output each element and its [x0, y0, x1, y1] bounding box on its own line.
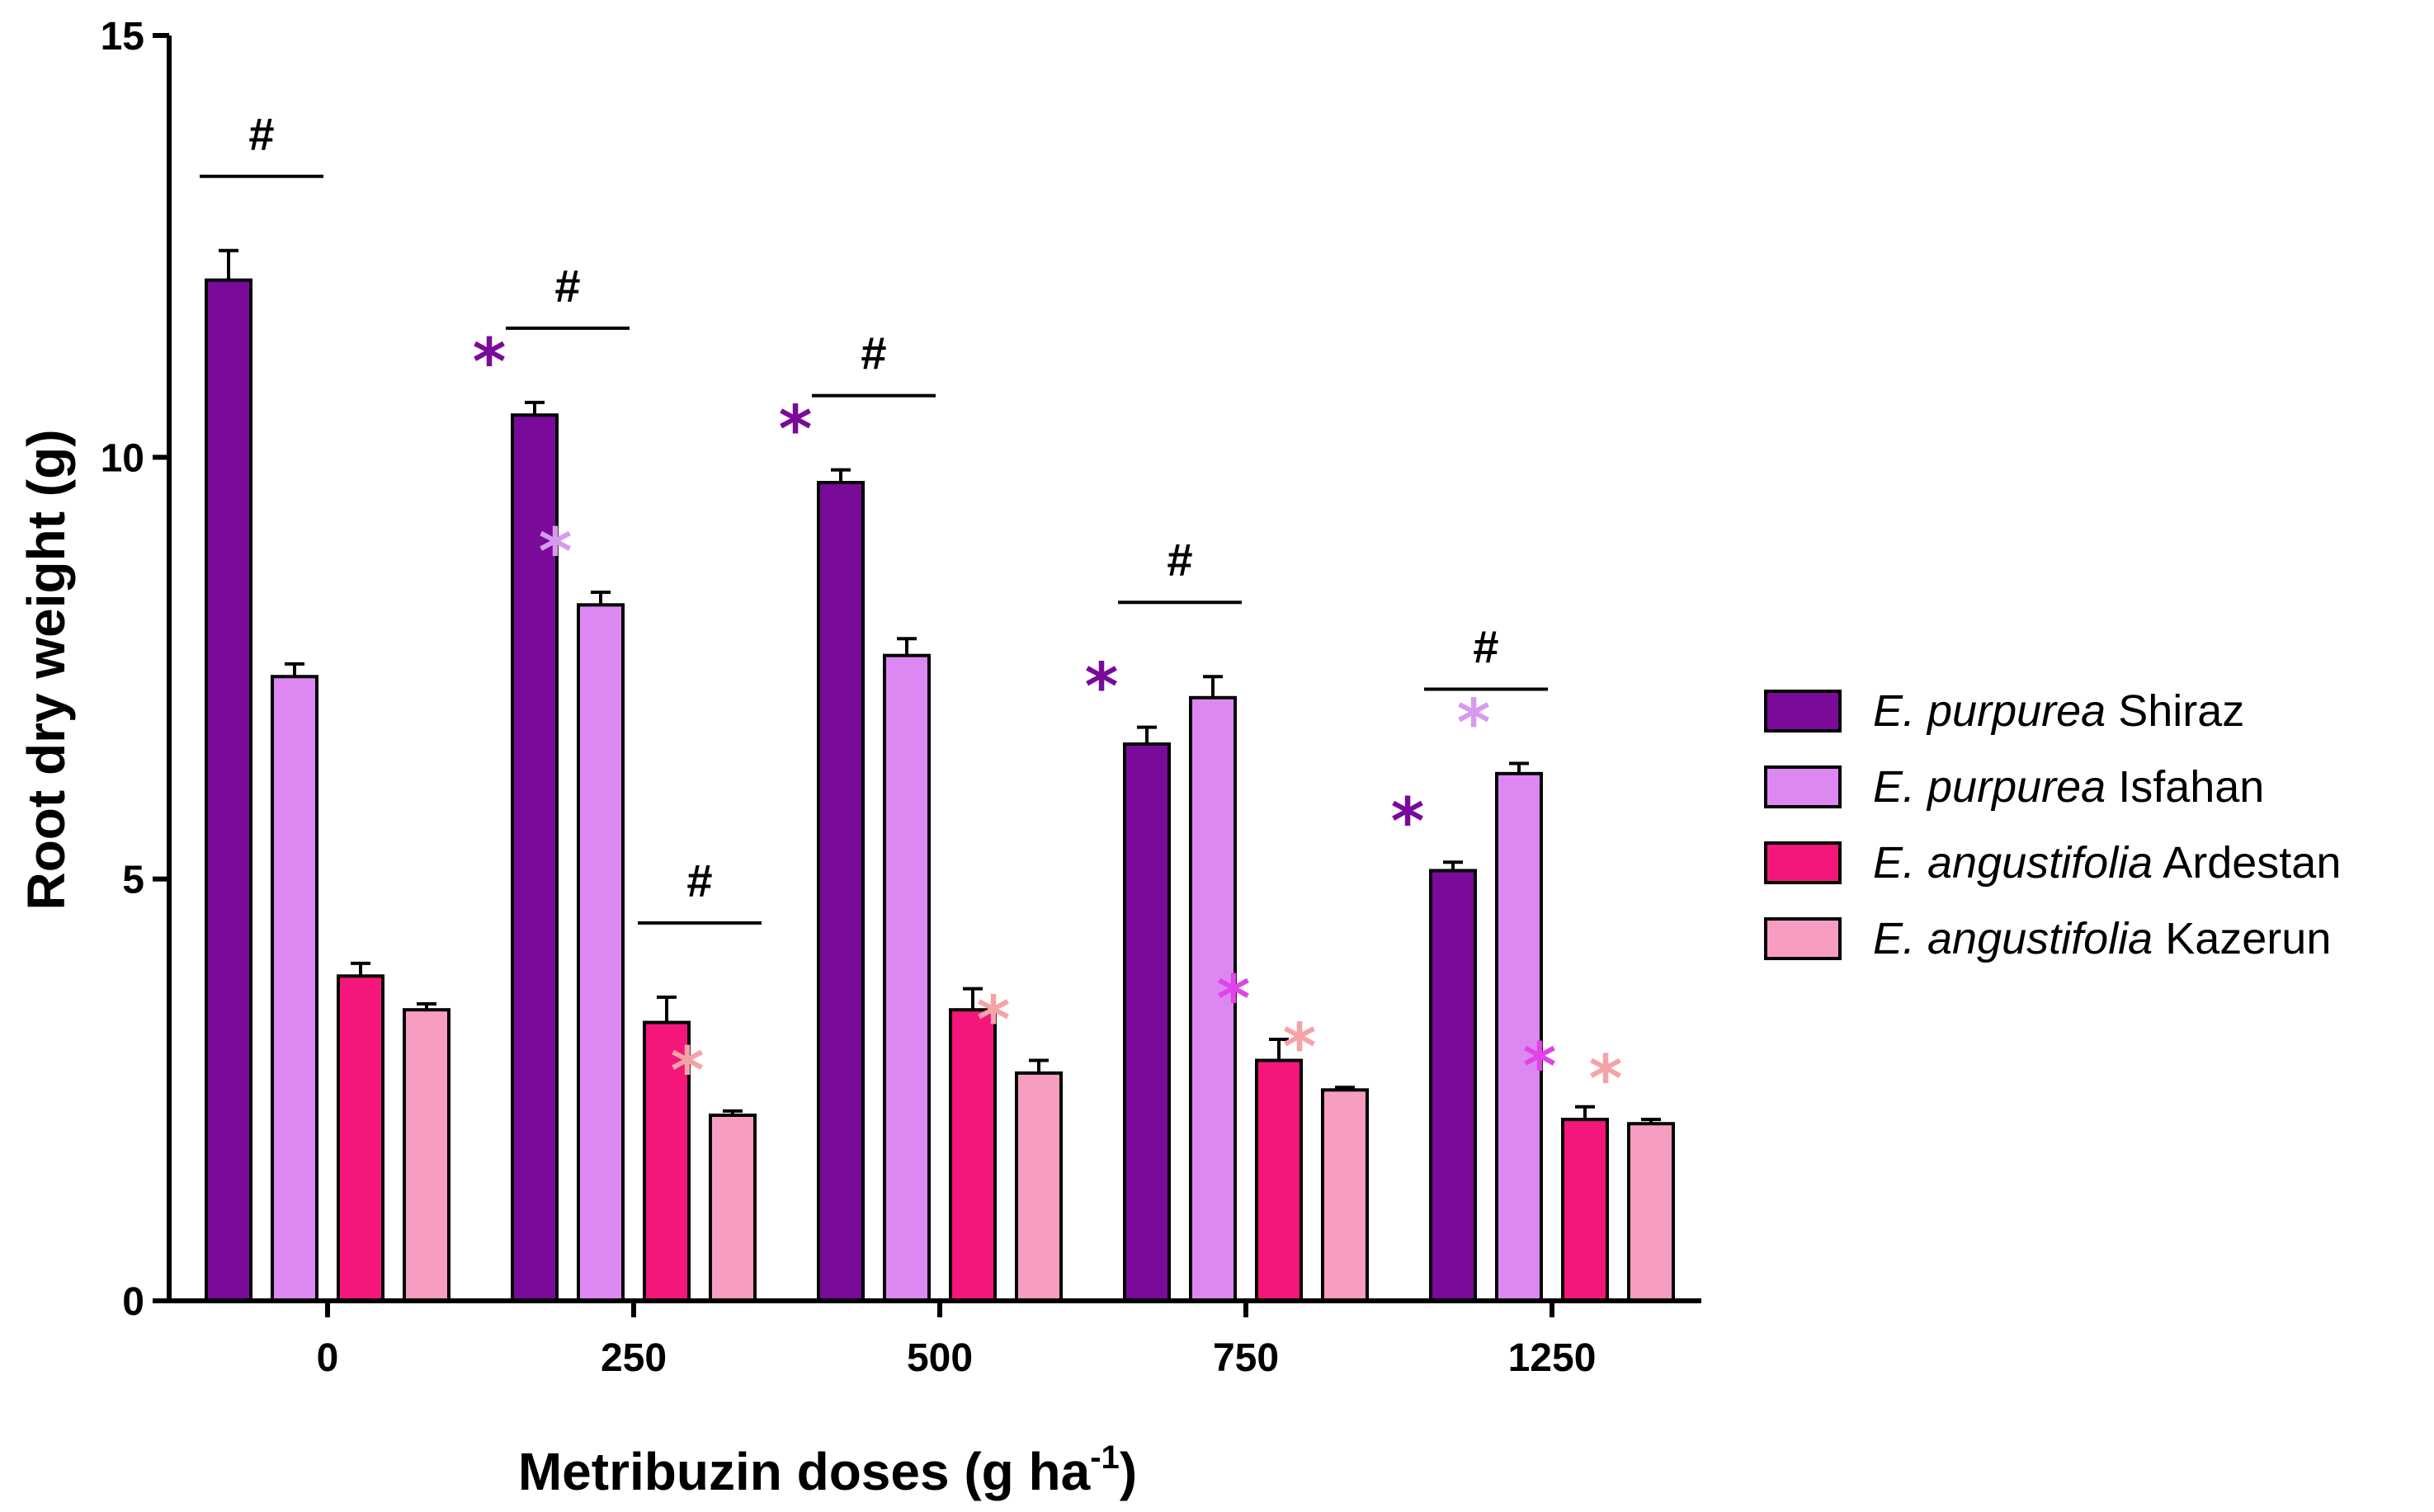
significance-hash: # — [248, 108, 274, 160]
legend-swatch — [1764, 690, 1842, 732]
bar — [1429, 869, 1477, 1302]
x-tick-label: 750 — [1213, 1336, 1279, 1380]
significance-star: * — [1085, 651, 1119, 725]
bar — [1321, 1088, 1369, 1303]
significance-hash: # — [1473, 621, 1498, 673]
significance-star: * — [1457, 687, 1491, 761]
significance-star: * — [671, 1034, 705, 1109]
bar — [1495, 771, 1543, 1302]
bar — [643, 1020, 691, 1303]
significance-star: * — [1283, 1010, 1317, 1085]
y-axis-ticks: 0 5 10 15 — [101, 15, 169, 1324]
x-tick-label: 0 — [317, 1336, 339, 1380]
significance-star: * — [473, 326, 507, 400]
x-axis-title-suffix: ) — [1120, 1442, 1137, 1501]
bars-layer — [205, 248, 1675, 1303]
bar — [271, 675, 318, 1302]
significance-hash: # — [861, 327, 886, 379]
legend-label-species: E. angustifolia — [1873, 838, 2153, 888]
x-axis-title-main: Metribuzin doses (g ha — [518, 1442, 1091, 1501]
significance-star: * — [977, 984, 1011, 1058]
bar — [577, 603, 625, 1302]
legend-label-location: Isfahan — [2106, 762, 2264, 812]
significance-hash: # — [1167, 534, 1192, 586]
bar — [949, 1008, 997, 1303]
x-tick-label: 250 — [601, 1336, 667, 1380]
significance-hash: # — [554, 260, 580, 312]
bar — [1561, 1118, 1609, 1303]
x-axis-ticks: 0 250 500 750 1250 — [317, 1301, 1597, 1380]
legend-label-species: E. angustifolia — [1873, 914, 2153, 963]
bar — [817, 481, 865, 1302]
significance-hash: # — [686, 855, 712, 907]
bar — [883, 653, 931, 1302]
bar — [709, 1114, 757, 1302]
x-tick-label: 1250 — [1508, 1336, 1597, 1380]
bar — [1627, 1122, 1675, 1302]
x-axis-title: Metribuzin doses (g ha-1) — [518, 1439, 1137, 1501]
legend-label-location: Ardestan — [2153, 838, 2341, 888]
significance-star: * — [1589, 1043, 1623, 1117]
legend-label-location: Shiraz — [2106, 686, 2244, 736]
y-tick-label: 0 — [122, 1280, 144, 1324]
bar — [205, 278, 252, 1302]
bar — [1015, 1071, 1063, 1302]
y-axis-title: Root dry weight (g) — [17, 429, 76, 910]
legend-label: E. angustifolia Ardestan — [1873, 838, 2341, 888]
bar — [511, 413, 559, 1303]
legend-label: E. purpurea Shiraz — [1873, 686, 2244, 736]
significance-star: * — [779, 393, 813, 468]
y-tick-label: 5 — [122, 859, 144, 902]
legend-swatch — [1764, 917, 1842, 960]
significance-star: * — [1391, 785, 1425, 860]
significance-star: * — [539, 516, 573, 590]
legend-label: E. purpurea Isfahan — [1873, 762, 2264, 812]
bar — [1123, 742, 1171, 1302]
significance-star: * — [1217, 963, 1251, 1037]
bar — [1255, 1058, 1303, 1303]
significance-star: * — [1523, 1030, 1557, 1105]
x-tick-label: 500 — [907, 1336, 973, 1380]
x-axis-title-superscript: -1 — [1090, 1439, 1120, 1476]
significance-marks: * * * * * * * * * * * * # # # # # # — [200, 108, 1622, 1117]
y-tick-label: 15 — [101, 15, 144, 59]
legend-swatch — [1764, 765, 1842, 808]
legend-swatch — [1764, 841, 1842, 884]
bar — [337, 974, 384, 1302]
legend-label-location: Kazerun — [2153, 914, 2331, 963]
y-tick-label: 10 — [101, 436, 144, 480]
legend-label: E. angustifolia Kazerun — [1873, 914, 2331, 963]
legend-label-species: E. purpurea — [1873, 762, 2106, 812]
bar — [403, 1008, 450, 1303]
legend-label-species: E. purpurea — [1873, 686, 2106, 736]
